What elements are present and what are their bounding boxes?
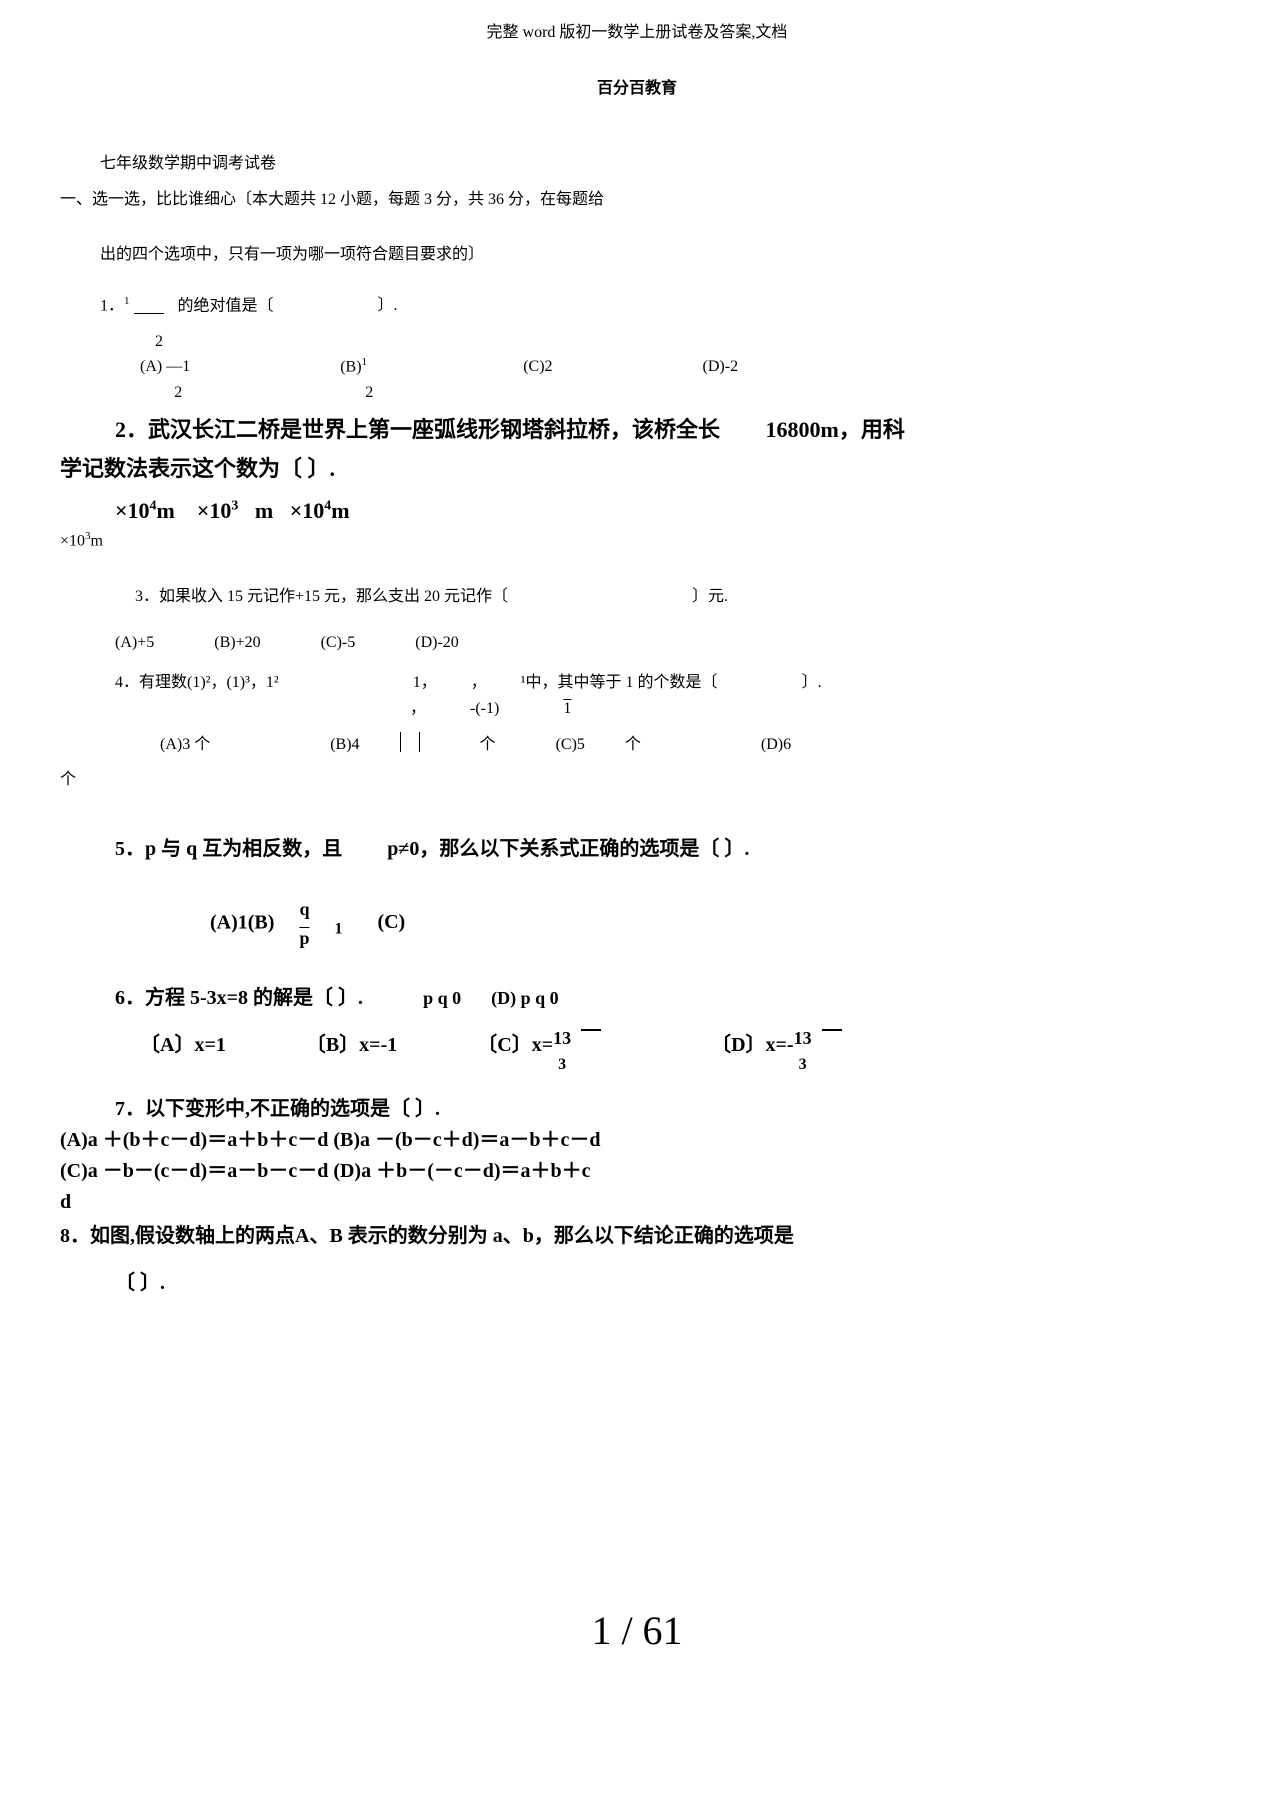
q4-optA: (A)3 个 xyxy=(160,732,210,758)
q1-suffix: 〕. xyxy=(378,297,398,314)
q4-optC-suf: 个 xyxy=(625,732,641,758)
q5-optA: (A)1(B) xyxy=(210,911,274,933)
q1-text: 的绝对值是〔 xyxy=(178,297,274,314)
q4-textc: ， xyxy=(471,674,487,691)
q5-frac-top: q xyxy=(299,895,309,924)
q6-optC-bot: 3 xyxy=(553,1057,571,1073)
q6-optC: 〔C〕x=13 3 xyxy=(477,1029,571,1073)
q1-optA-label: (A) xyxy=(140,358,162,375)
q4-optD: (D)6 xyxy=(761,732,791,758)
q3-optC: (C)-5 xyxy=(321,630,356,656)
q5-frac-bot: p xyxy=(299,924,309,953)
q6-extra-a: p q 0 xyxy=(423,984,461,1013)
q4-optB-suf: 个 xyxy=(480,732,496,758)
q1-optA-val-bot: 2 xyxy=(166,380,190,406)
q5-options: (A)1(B) q p 1 (C) xyxy=(60,895,1214,953)
q1-underline xyxy=(134,313,164,314)
q1-optA-val-top: 1 xyxy=(182,358,190,375)
q4-textd: ¹中，其中等于 1 的个数是〔 xyxy=(521,674,718,691)
q6-optC-pre: 〔C〕x= xyxy=(477,1034,553,1056)
q3-optA: (A)+5 xyxy=(115,630,154,656)
q1-prefix: 1． xyxy=(100,297,124,314)
q4-options: (A)3 个 (B)4 个 (C)5 个 (D)6 xyxy=(60,732,1214,758)
sub-title: 百分百教育 xyxy=(60,76,1214,102)
q2-sci-opt: ×103m xyxy=(60,528,1214,554)
q4-row2a: ， xyxy=(410,700,426,717)
q6-options: 〔A〕x=1 〔B〕x=-1 〔C〕x=133 〔D〕x=-133 xyxy=(60,1029,1214,1073)
q3-options: (A)+5 (B)+20 (C)-5 (D)-20 xyxy=(60,630,1214,656)
q4-optC: (C)5 xyxy=(556,732,585,758)
q4-bars xyxy=(400,732,420,752)
q1-sup: 1 xyxy=(124,295,130,307)
q1-optA: (A) —1 2 xyxy=(140,354,190,406)
q3-text: 3．如果收入 15 元记作+15 元，那么支出 20 元记作〔 xyxy=(135,588,508,605)
q2-line1a: 2．武汉长江二桥是世界上第一座弧线形钢塔斜拉桥，该桥全长 xyxy=(115,417,720,442)
q2-line2-wrap: 学记数法表示这个数为〔 〕. xyxy=(60,455,1214,484)
q6-optD: 〔D〕x=-13 3 xyxy=(711,1029,812,1073)
q5-text: 5．p 与 q 互为相反数，且 xyxy=(115,838,342,860)
q2-line2-opts: ×104m ×103 m ×104m xyxy=(60,493,1214,528)
q7-optA: (A)a ＋(b＋c－d)＝a＋b＋c－d (B)a －(b－c＋d)＝a－b＋… xyxy=(60,1127,1214,1153)
q6-optD-pre: 〔D〕x=- xyxy=(711,1034,794,1056)
q5-sub1: 1 xyxy=(334,920,342,937)
q4-row2b: -(-1) xyxy=(470,700,499,717)
q1-optC: (C)2 xyxy=(523,354,552,406)
q4-texta: 4．有理数(1)²，(1)³，1² xyxy=(115,674,279,691)
q4-optB: (B)4 xyxy=(330,732,359,758)
q3-optD: (D)-20 xyxy=(415,630,459,656)
question-5: 5．p 与 q 互为相反数，且 p≠0，那么以下关系式正确的选项是〔 〕. xyxy=(60,833,1214,865)
q1-optB-label: (B) xyxy=(340,359,361,376)
q1-optD: (D)-2 xyxy=(703,354,739,406)
q6-extra-b: (D) p q 0 xyxy=(491,984,559,1013)
question-2: 2．武汉长江二桥是世界上第一座弧线形钢塔斜拉桥，该桥全长 16800m，用科 xyxy=(60,416,1214,445)
q4-row2c: 1 xyxy=(563,700,571,717)
question-3: 3．如果收入 15 元记作+15 元，那么支出 20 元记作〔 〕元. xyxy=(60,584,1214,610)
q1-frac-bot: 2 xyxy=(60,329,1214,355)
section-header: 一、选一选，比比谁细心〔本大题共 12 小题，每题 3 分，共 36 分，在每题… xyxy=(60,187,1214,213)
q6-optC-top: 13 xyxy=(553,1029,571,1047)
document-title: 完整 word 版初一数学上册试卷及答案,文档 xyxy=(60,20,1214,46)
question-1: 1．1 的绝对值是〔 〕. xyxy=(60,293,1214,319)
question-7: 7．以下变形中,不正确的选项是〔 〕. xyxy=(60,1093,1214,1125)
q7-optC: (C)a －b－(c－d)＝a－b－c－d (D)a ＋b－(－c－d)＝a＋b… xyxy=(60,1158,1214,1184)
q4-individual: 个 xyxy=(60,767,1214,793)
q3-optB: (B)+20 xyxy=(214,630,260,656)
instruction: 出的四个选项中，只有一项为哪一项符合题目要求的〕 xyxy=(60,242,1214,268)
exam-header: 七年级数学期中调考试卷 xyxy=(60,151,1214,177)
q2-line1b: 16800m，用科 xyxy=(766,417,905,442)
q2-opts-text: ×104m ×103 m ×104m xyxy=(115,498,350,523)
page-number: 1 / 61 xyxy=(60,1599,1214,1663)
q1-optB: (B)1 2 xyxy=(340,354,373,406)
q1-optB-sup: 1 xyxy=(362,356,368,368)
q1-options: (A) —1 2 (B)1 2 (C)2 (D)-2 xyxy=(60,354,1214,406)
q8-paren: 〔 〕. xyxy=(60,1267,1214,1299)
q4-textb: 1， xyxy=(413,674,437,691)
q6-optB: 〔B〕x=-1 xyxy=(306,1029,397,1073)
q3-suffix: 〕元. xyxy=(692,588,728,605)
q6-dash-c xyxy=(581,1029,601,1031)
question-6: 6．方程 5-3x=8 的解是〔 〕. p q 0 (D) p q 0 xyxy=(60,982,1214,1014)
q1-optB-bot: 2 xyxy=(340,380,373,406)
q6-dash-d xyxy=(822,1029,842,1031)
q1-dash: — xyxy=(166,358,182,375)
q5-optC: (C) xyxy=(377,911,405,933)
q4-texte: 〕. xyxy=(802,674,822,691)
q5-textb: p≠0，那么以下关系式正确的选项是〔 〕. xyxy=(387,838,749,860)
q6-optD-bot: 3 xyxy=(794,1057,812,1073)
question-8: 8．如图,假设数轴上的两点A、B 表示的数分别为 a、b，那么以下结论正确的选项… xyxy=(60,1220,1214,1252)
q6-optD-top: 13 xyxy=(794,1029,812,1047)
q6-text: 6．方程 5-3x=8 的解是〔 〕. xyxy=(115,982,363,1014)
q1-optA-top: —1 xyxy=(166,354,190,380)
question-4: 4．有理数(1)²，(1)³，1² 1， ， ¹中，其中等于 1 的个数是〔 〕… xyxy=(60,670,1214,696)
q4-row2: ， -(-1) 1 xyxy=(60,696,1214,722)
q5-frac: q p xyxy=(299,895,309,953)
q2-line2a: 学记数法表示这个数为〔 〕. xyxy=(60,456,335,481)
q6-optA: 〔A〕x=1 xyxy=(140,1029,226,1073)
q7-d: d xyxy=(60,1189,1214,1215)
